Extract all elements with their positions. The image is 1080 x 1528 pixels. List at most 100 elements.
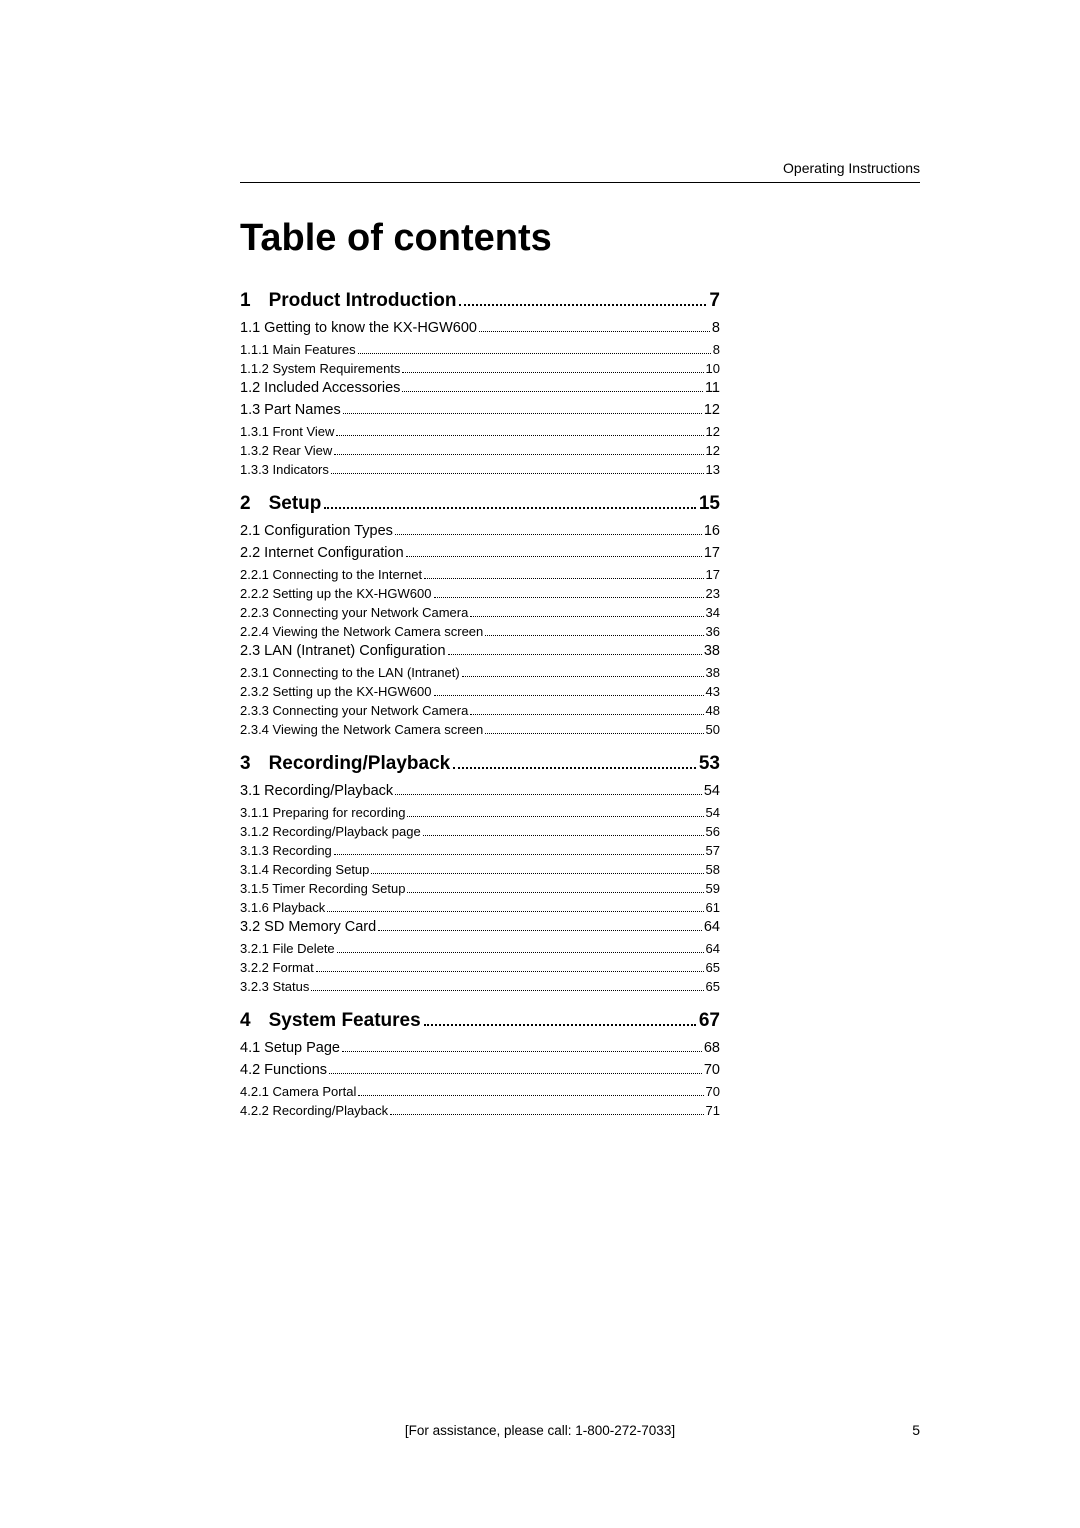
toc-page-number: 64 <box>704 919 720 935</box>
toc-page-number: 36 <box>706 624 720 639</box>
toc-page-number: 61 <box>706 900 720 915</box>
toc-page-number: 16 <box>704 523 720 539</box>
toc-page-number: 56 <box>706 824 720 839</box>
toc-entry: 4.2.2 Recording/Playback 71 <box>240 1103 720 1118</box>
toc-leader-dots <box>358 1095 703 1096</box>
toc-page-number: 65 <box>706 979 720 994</box>
toc-entry-label: 1.3.3 Indicators <box>240 462 329 477</box>
toc-page-number: 71 <box>706 1103 720 1118</box>
toc-page-number: 68 <box>704 1040 720 1056</box>
toc-leader-dots <box>470 616 703 617</box>
toc-entry-label: 3.2.2 Format <box>240 960 314 975</box>
toc-entry: 3.1.5 Timer Recording Setup59 <box>240 881 720 896</box>
toc-entry-label: 2.2.4 Viewing the Network Camera screen <box>240 624 483 639</box>
toc-entry: 4System Features67 <box>240 1010 720 1032</box>
toc-leader-dots <box>324 507 696 509</box>
toc-entry: 1.3.3 Indicators13 <box>240 462 720 477</box>
toc-page-number: 12 <box>704 402 720 418</box>
toc-entry-label: 3.1.1 Preparing for recording <box>240 805 405 820</box>
toc-page-number: 48 <box>706 703 720 718</box>
toc-entry-label: 1.1 Getting to know the KX-HGW600 <box>240 320 477 336</box>
toc-leader-dots <box>343 413 702 414</box>
toc-leader-dots <box>424 1024 696 1026</box>
toc-page-number: 8 <box>713 342 720 357</box>
toc-entry: 2.3.1 Connecting to the LAN (Intranet) 38 <box>240 665 720 680</box>
toc-leader-dots <box>485 733 703 734</box>
toc-leader-dots <box>316 971 704 972</box>
toc-leader-dots <box>311 990 703 991</box>
toc-page-number: 50 <box>706 722 720 737</box>
toc-entry: 3.1.3 Recording 57 <box>240 843 720 858</box>
toc-page-number: 12 <box>706 424 720 439</box>
toc-leader-dots <box>459 304 706 306</box>
toc-entry-label: 4.2.1 Camera Portal <box>240 1084 356 1099</box>
toc-entry: 1.2 Included Accessories11 <box>240 380 720 396</box>
toc-page-number: 10 <box>706 361 720 376</box>
toc-page-number: 70 <box>706 1084 720 1099</box>
toc-leader-dots <box>327 911 703 912</box>
page-number: 5 <box>912 1422 920 1438</box>
toc-page-number: 38 <box>706 665 720 680</box>
toc-entry: 2 Setup 15 <box>240 493 720 515</box>
toc-entry: 3.2.1 File Delete64 <box>240 941 720 956</box>
toc-page-number: 12 <box>706 443 720 458</box>
toc-entry: 4.2 Functions 70 <box>240 1062 720 1078</box>
toc-page-number: 70 <box>704 1062 720 1078</box>
toc-leader-dots <box>402 372 703 373</box>
toc-entry: 2.2.2 Setting up the KX-HGW60023 <box>240 586 720 601</box>
toc-entry-label: 2.1 Configuration Types <box>240 523 393 539</box>
toc-entry-label: 2.3.4 Viewing the Network Camera screen <box>240 722 483 737</box>
toc-entry: 1.3.2 Rear View 12 <box>240 443 720 458</box>
toc-entry-label: 3.1.4 Recording Setup <box>240 862 369 877</box>
toc-entry-label: 3.2.3 Status <box>240 979 309 994</box>
toc-entry-label: 4.2 Functions <box>240 1062 327 1078</box>
toc-leader-dots <box>448 654 702 655</box>
toc-chapter-number: 2 <box>240 493 251 515</box>
toc-entry: 3.1.4 Recording Setup58 <box>240 862 720 877</box>
toc-entry: 3.1.1 Preparing for recording54 <box>240 805 720 820</box>
toc-leader-dots <box>331 473 704 474</box>
toc-page-number: 17 <box>706 567 720 582</box>
toc-page-number: 43 <box>706 684 720 699</box>
toc-entry: 2.1 Configuration Types 16 <box>240 523 720 539</box>
toc-entry-label: 1.1.1 Main Features <box>240 342 356 357</box>
toc-entry-label: 1.3.1 Front View <box>240 424 334 439</box>
toc-entry: 3.1.2 Recording/Playback page56 <box>240 824 720 839</box>
toc-entry: 3.1 Recording/Playback54 <box>240 783 720 799</box>
toc-entry: 1.3 Part Names 12 <box>240 402 720 418</box>
toc-entry-label: 1.2 Included Accessories <box>240 380 400 396</box>
toc-leader-dots <box>378 930 702 931</box>
toc-entry-label: 2.2.2 Setting up the KX-HGW600 <box>240 586 432 601</box>
toc-entry-label: 1.3 Part Names <box>240 402 341 418</box>
toc-entry: 2.3.4 Viewing the Network Camera screen 5… <box>240 722 720 737</box>
toc-leader-dots <box>434 695 704 696</box>
toc-entry-label: 2.3.2 Setting up the KX-HGW600 <box>240 684 432 699</box>
toc-leader-dots <box>371 873 703 874</box>
toc-page-number: 53 <box>699 753 720 775</box>
toc-entry: 2.3.3 Connecting your Network Camera48 <box>240 703 720 718</box>
toc-entry: 3.1.6 Playback61 <box>240 900 720 915</box>
toc-page-number: 34 <box>706 605 720 620</box>
toc-chapter-label: Setup <box>269 493 322 515</box>
toc-page-number: 15 <box>699 493 720 515</box>
toc-page-number: 59 <box>706 881 720 896</box>
toc-leader-dots <box>485 635 703 636</box>
toc-entry-label: 3.1.3 Recording <box>240 843 332 858</box>
toc-entry-label: 2.3.1 Connecting to the LAN (Intranet) <box>240 665 460 680</box>
toc-leader-dots <box>402 391 703 392</box>
toc-entry: 2.2.4 Viewing the Network Camera screen 3… <box>240 624 720 639</box>
toc-entry: 2.3 LAN (Intranet) Configuration38 <box>240 643 720 659</box>
toc-leader-dots <box>423 835 704 836</box>
toc-entry: 2.2 Internet Configuration17 <box>240 545 720 561</box>
toc-entry: 2.2.1 Connecting to the Internet17 <box>240 567 720 582</box>
toc-page-number: 57 <box>706 843 720 858</box>
toc-leader-dots <box>334 454 703 455</box>
toc-leader-dots <box>395 794 702 795</box>
toc-entry-label: 2.2.3 Connecting your Network Camera <box>240 605 468 620</box>
toc-entry-label: 1.3.2 Rear View <box>240 443 332 458</box>
toc-entry-label: 2.3 LAN (Intranet) Configuration <box>240 643 446 659</box>
toc-chapter-label: System Features <box>269 1010 421 1032</box>
toc-entry-label: 4.2.2 Recording/Playback <box>240 1103 388 1118</box>
toc-entry-label: 2.2 Internet Configuration <box>240 545 404 561</box>
toc-entry: 3.2.3 Status 65 <box>240 979 720 994</box>
